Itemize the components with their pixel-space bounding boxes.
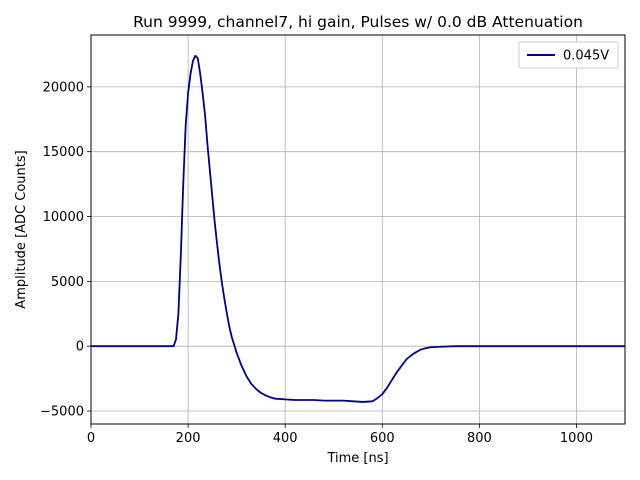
y-axis-label: Amplitude [ADC Counts]: [14, 150, 29, 308]
x-tick-label: 600: [370, 431, 395, 446]
x-tick-label: 800: [467, 431, 492, 446]
y-tick-label: 5000: [51, 275, 84, 290]
x-tick-label: 200: [176, 431, 201, 446]
y-tick-label: 20000: [43, 80, 84, 95]
series-line: [91, 54, 625, 403]
chart-title: Run 9999, channel7, hi gain, Pulses w/ 0…: [133, 13, 583, 31]
y-tick-label: 10000: [43, 210, 84, 225]
series-layer: [91, 54, 625, 403]
legend: 0.045V: [518, 41, 619, 69]
y-tick-label: 15000: [43, 145, 84, 160]
x-axis: 0 200 400 600 800 1000: [87, 424, 593, 446]
x-tick-label: 400: [273, 431, 298, 446]
x-tick-label: 1000: [560, 431, 593, 446]
legend-box: [518, 41, 619, 69]
plot-frame: [90, 34, 626, 425]
grid: [90, 35, 625, 424]
y-tick-label: 0: [76, 340, 84, 355]
x-axis-label: Time [ns]: [326, 451, 388, 466]
legend-label: 0.045V: [563, 49, 609, 64]
y-tick-label: −5000: [40, 405, 84, 420]
y-axis: −5000 0 5000 10000 15000 20000: [40, 80, 91, 420]
x-tick-label: 0: [87, 431, 95, 446]
